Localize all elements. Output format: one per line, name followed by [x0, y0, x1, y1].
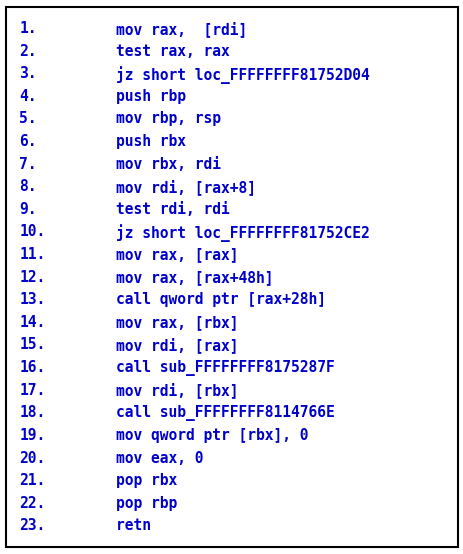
Text: jz short loc_FFFFFFFF81752CE2: jz short loc_FFFFFFFF81752CE2	[81, 224, 369, 242]
Text: mov rax, [rbx]: mov rax, [rbx]	[81, 315, 238, 330]
Text: mov rbx, rdi: mov rbx, rdi	[81, 157, 221, 172]
Text: mov rax, [rax+48h]: mov rax, [rax+48h]	[81, 270, 273, 285]
Text: mov rbp, rsp: mov rbp, rsp	[81, 111, 221, 126]
Text: 18.: 18.	[19, 406, 46, 420]
Text: 9.: 9.	[19, 202, 37, 217]
Text: 19.: 19.	[19, 428, 46, 443]
Text: 14.: 14.	[19, 315, 46, 330]
Text: call sub_FFFFFFFF8114766E: call sub_FFFFFFFF8114766E	[81, 406, 334, 421]
Text: 7.: 7.	[19, 157, 37, 172]
Text: 12.: 12.	[19, 270, 46, 285]
Text: mov rax, [rax]: mov rax, [rax]	[81, 247, 238, 262]
Text: 1.: 1.	[19, 21, 37, 36]
Text: 16.: 16.	[19, 360, 46, 375]
Text: test rax, rax: test rax, rax	[81, 44, 230, 59]
Text: mov rdi, [rax+8]: mov rdi, [rax+8]	[81, 179, 256, 195]
Text: 5.: 5.	[19, 111, 37, 126]
Text: 6.: 6.	[19, 134, 37, 149]
Text: test rdi, rdi: test rdi, rdi	[81, 202, 230, 217]
Text: mov rdi, [rax]: mov rdi, [rax]	[81, 337, 238, 353]
Text: push rbp: push rbp	[81, 89, 186, 104]
Text: pop rbp: pop rbp	[81, 496, 177, 511]
Text: 13.: 13.	[19, 293, 46, 307]
Text: 17.: 17.	[19, 383, 46, 398]
Text: mov rax,  [rdi]: mov rax, [rdi]	[81, 21, 247, 37]
Text: 21.: 21.	[19, 473, 46, 488]
Text: 23.: 23.	[19, 519, 46, 534]
Text: call qword ptr [rax+28h]: call qword ptr [rax+28h]	[81, 293, 325, 307]
Text: jz short loc_FFFFFFFF81752D04: jz short loc_FFFFFFFF81752D04	[81, 66, 369, 84]
Text: 15.: 15.	[19, 337, 46, 352]
Text: 8.: 8.	[19, 179, 37, 194]
Text: mov qword ptr [rbx], 0: mov qword ptr [rbx], 0	[81, 428, 308, 443]
Text: retn: retn	[81, 519, 151, 534]
Text: pop rbx: pop rbx	[81, 473, 177, 488]
Text: push rbx: push rbx	[81, 134, 186, 149]
Text: 22.: 22.	[19, 496, 46, 511]
Text: 2.: 2.	[19, 44, 37, 59]
Text: 20.: 20.	[19, 450, 46, 465]
Text: 4.: 4.	[19, 89, 37, 104]
Text: mov rdi, [rbx]: mov rdi, [rbx]	[81, 383, 238, 398]
Text: 3.: 3.	[19, 66, 37, 81]
Text: 11.: 11.	[19, 247, 46, 262]
Text: mov eax, 0: mov eax, 0	[81, 450, 203, 465]
Text: 10.: 10.	[19, 224, 46, 239]
Text: call sub_FFFFFFFF8175287F: call sub_FFFFFFFF8175287F	[81, 360, 334, 376]
